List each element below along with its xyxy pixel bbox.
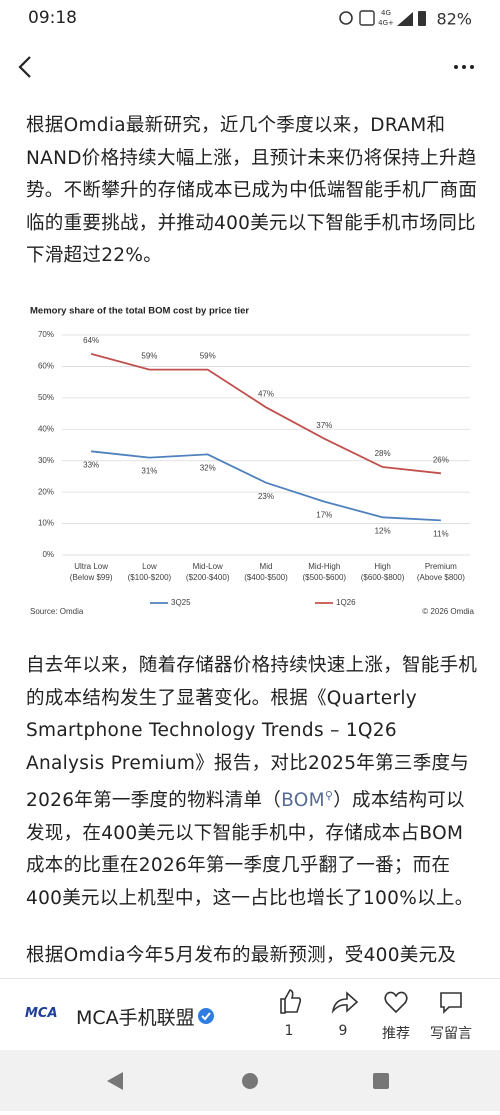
data-label: 37% (316, 421, 332, 430)
data-label: 23% (258, 492, 274, 501)
data-label: 12% (375, 526, 391, 535)
verified-badge (198, 1008, 214, 1024)
comment-label: 写留言 (430, 1026, 472, 1042)
chart-source: Source: Omdia (30, 607, 84, 616)
chart-copyright: © 2026 Omdia (422, 607, 474, 616)
comment-icon[interactable] (440, 992, 462, 1014)
data-label: 11% (433, 530, 448, 539)
paragraph: 自去年以来，随着存储器价格持续快速上涨，智能手机的成本结构发生了显著变化。根据《… (26, 650, 478, 915)
system-nav (0, 1050, 500, 1111)
chart-title: Memory share of the total BOM cost by pr… (30, 306, 249, 317)
data-label: 31% (141, 467, 157, 476)
system-recents[interactable] (373, 1073, 389, 1089)
data-label: 26% (433, 455, 449, 464)
nav-bar (18, 56, 474, 78)
x-tick-label: Mid-Low ($200-$400) (186, 562, 230, 582)
x-tick-label: High ($600-$800) (361, 562, 405, 582)
paragraph: 根据Omdia今年5月发布的最新预测，受400美元及 (26, 945, 457, 966)
series-line (91, 450, 441, 522)
x-tick-label: Ultra Low (Below $99) (70, 562, 113, 582)
system-home[interactable] (242, 1073, 258, 1089)
link[interactable]: BOM (281, 790, 325, 812)
y-tick-label: 50% (38, 393, 54, 402)
signal-icon (397, 12, 413, 26)
data-label: 28% (375, 449, 391, 458)
data-label: 64% (83, 336, 99, 345)
x-tick-label: Mid-High ($500-$600) (302, 562, 346, 582)
paragraph-text: ）成本结构可以发现，在400美元以下智能手机中，存储成本占BOM成本的比重在20… (26, 790, 474, 909)
status-time: 09:18 (28, 8, 77, 28)
action-icons (280, 989, 462, 1014)
logo: MCA (25, 1006, 58, 1021)
battery-level: 82% (436, 10, 472, 29)
battery-icon (418, 11, 426, 26)
share-icon[interactable] (331, 991, 359, 1014)
system-buttons (107, 1072, 389, 1090)
data-label: 33% (83, 460, 99, 469)
data-label: 59% (200, 352, 216, 361)
y-tick-label: 0% (42, 550, 54, 559)
x-tick-label: Low ($100-$200) (128, 562, 172, 582)
alarm-icon (339, 11, 353, 25)
data-label: 47% (258, 389, 274, 398)
status-icons: 4G 4G+ 82% (339, 9, 472, 29)
y-tick-label: 40% (38, 424, 54, 433)
like-icon[interactable] (280, 989, 302, 1014)
network-label: 4G (381, 9, 391, 17)
y-tick-label: 60% (38, 362, 54, 371)
y-tick-label: 10% (38, 519, 54, 528)
legend-label: 3Q25 (171, 598, 191, 607)
y-tick-label: 70% (38, 330, 54, 339)
chart: Memory share of the total BOM cost by pr… (30, 306, 475, 617)
recommend-icon[interactable] (384, 991, 408, 1014)
legend-label: 1Q26 (336, 598, 356, 607)
y-tick-label: 30% (38, 456, 54, 465)
paragraph: 根据Omdia最新研究，近几个季度以来，DRAM和NAND价格持续大幅上涨，且预… (26, 115, 478, 266)
series-line (90, 353, 441, 475)
like-count: 1 (284, 1023, 294, 1039)
recommend-label: 推荐 (382, 1026, 410, 1042)
data-label: 17% (316, 511, 332, 520)
back-button[interactable] (18, 56, 31, 78)
network-label: 4G+ (378, 19, 394, 27)
more-button[interactable] (454, 65, 474, 69)
share-count: 9 (338, 1023, 348, 1039)
footer-bar: MCA MCA手机联盟 1 9 推荐 写留言 (0, 978, 500, 1051)
hd-icon (359, 10, 375, 26)
data-label: 59% (141, 352, 157, 361)
x-tick-label: Mid ($400-$500) (244, 562, 288, 582)
system-back[interactable] (107, 1072, 123, 1090)
paragraph-text: 自去年以来，随着存储器价格持续快速上涨，智能手机的成本结构发生了显著变化。根据《… (26, 655, 478, 812)
y-tick-label: 20% (38, 487, 54, 496)
x-tick-label: Premium (Above $800) (417, 562, 465, 582)
search-icon: ⚲ (324, 789, 334, 802)
data-label: 32% (200, 464, 216, 473)
account-name[interactable]: MCA手机联盟 (76, 1007, 195, 1029)
